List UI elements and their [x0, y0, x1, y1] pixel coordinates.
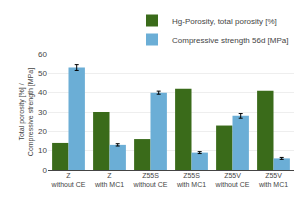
svg-text:50: 50 — [38, 69, 47, 78]
svg-text:Z55Vwithout CE: Z55Vwithout CE — [215, 172, 250, 188]
svg-text:Hg-Porosity, total porosity [%: Hg-Porosity, total porosity [%] — [172, 17, 277, 26]
svg-text:40: 40 — [38, 88, 47, 97]
svg-text:Zwithout CE: Zwithout CE — [51, 172, 86, 188]
svg-text:0: 0 — [43, 166, 48, 175]
svg-text:Zwith MC1: Zwith MC1 — [94, 172, 124, 188]
svg-text:Z55Swith MC1: Z55Swith MC1 — [176, 172, 206, 188]
svg-text:10: 10 — [38, 146, 47, 155]
svg-text:Z55Swithout CE: Z55Swithout CE — [133, 172, 168, 188]
svg-text:Z55Vwith MC1: Z55Vwith MC1 — [258, 172, 288, 188]
svg-text:20: 20 — [38, 127, 47, 136]
svg-text:30: 30 — [38, 108, 47, 117]
svg-text:Compressive strength 56d [MPa]: Compressive strength 56d [MPa] — [172, 36, 289, 45]
svg-text:60: 60 — [38, 50, 47, 59]
svg-text:Total porosity [%] /Compressiv: Total porosity [%] /Compressive strength… — [18, 68, 35, 156]
